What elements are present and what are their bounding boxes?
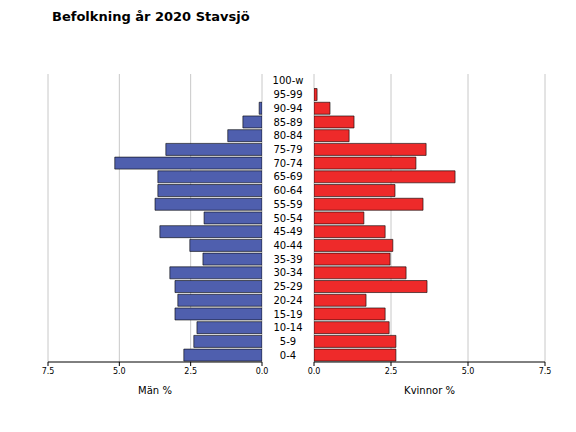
svg-text:10-14: 10-14: [273, 322, 302, 333]
svg-text:50-54: 50-54: [273, 213, 302, 224]
svg-text:75-79: 75-79: [273, 144, 302, 155]
svg-text:60-64: 60-64: [273, 185, 302, 196]
svg-text:Kvinnor %: Kvinnor %: [404, 385, 455, 394]
svg-text:2.5: 2.5: [184, 367, 197, 376]
svg-text:100-w: 100-w: [273, 75, 304, 86]
svg-text:35-39: 35-39: [273, 254, 302, 265]
svg-text:20-24: 20-24: [273, 295, 302, 306]
svg-text:5.0: 5.0: [462, 367, 475, 376]
svg-text:7.5: 7.5: [42, 367, 55, 376]
svg-text:2.5: 2.5: [385, 367, 398, 376]
svg-text:5-9: 5-9: [280, 336, 296, 347]
svg-text:Män %: Män %: [138, 385, 172, 394]
svg-text:15-19: 15-19: [273, 309, 302, 320]
svg-text:0-4: 0-4: [280, 350, 296, 361]
svg-text:7.5: 7.5: [539, 367, 552, 376]
svg-text:0.0: 0.0: [308, 367, 321, 376]
html-text:Befolkning år 2020 Stavsjö: Befolkning år 2020 Stavsjö: [52, 9, 250, 24]
svg-text:5.0: 5.0: [113, 367, 126, 376]
svg-text:85-89: 85-89: [273, 117, 302, 128]
svg-text:70-74: 70-74: [273, 158, 302, 169]
svg-text:55-59: 55-59: [273, 199, 302, 210]
svg-text:45-49: 45-49: [273, 226, 302, 237]
svg-text:40-44: 40-44: [273, 240, 302, 251]
svg-text:30-34: 30-34: [273, 267, 302, 278]
svg-text:80-84: 80-84: [273, 130, 302, 141]
svg-text:0.0: 0.0: [256, 367, 269, 376]
svg-text:90-94: 90-94: [273, 103, 302, 114]
svg-text:25-29: 25-29: [273, 281, 302, 292]
svg-text:95-99: 95-99: [273, 89, 302, 100]
svg-text:65-69: 65-69: [273, 171, 302, 182]
